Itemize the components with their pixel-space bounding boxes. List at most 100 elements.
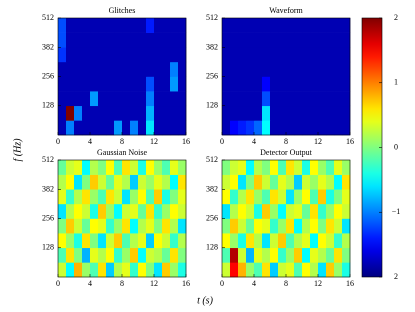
heatmap-cell bbox=[130, 76, 139, 92]
heatmap-cell bbox=[114, 32, 123, 48]
heatmap-cell bbox=[302, 105, 311, 121]
heatmap-cell bbox=[66, 189, 75, 205]
heatmap-cell bbox=[106, 105, 115, 121]
heatmap-cell bbox=[98, 189, 107, 205]
heatmap-cell bbox=[246, 18, 255, 33]
heatmap-cell bbox=[162, 160, 171, 175]
heatmap-cell bbox=[66, 120, 75, 136]
heatmap-cell bbox=[162, 32, 171, 48]
heatmap-cell bbox=[90, 120, 99, 136]
heatmap-cell bbox=[318, 160, 327, 175]
heatmap-cell bbox=[82, 18, 91, 33]
heatmap-cell bbox=[74, 18, 83, 33]
heatmap-cell bbox=[146, 120, 155, 136]
heatmap-cell bbox=[318, 47, 327, 63]
heatmap-cell bbox=[58, 91, 67, 107]
heatmap-cell bbox=[90, 47, 99, 63]
heatmap-cell bbox=[66, 247, 75, 263]
heatmap-cell bbox=[138, 61, 147, 77]
heatmap-cell bbox=[122, 203, 131, 219]
heatmap-cell bbox=[230, 262, 239, 278]
heatmap-cell bbox=[286, 233, 295, 249]
heatmap-cell bbox=[310, 233, 319, 249]
heatmap-cell bbox=[130, 189, 139, 205]
heatmap-cell bbox=[106, 120, 115, 136]
heatmap-cell bbox=[138, 174, 147, 190]
heatmap-cell bbox=[122, 47, 131, 63]
heatmap-cell bbox=[66, 61, 75, 77]
heatmap-cell bbox=[254, 61, 263, 77]
heatmap-cell bbox=[154, 18, 163, 33]
heatmap-cell bbox=[262, 160, 271, 175]
heatmap-cell bbox=[130, 32, 139, 48]
heatmap-cell bbox=[286, 18, 295, 33]
heatmap-cell bbox=[130, 47, 139, 63]
heatmap-cell bbox=[278, 105, 287, 121]
heatmap-cell bbox=[130, 120, 139, 136]
heatmap-cell bbox=[294, 18, 303, 33]
heatmap-cell bbox=[82, 262, 91, 278]
x-tick-label: 0 bbox=[220, 137, 224, 146]
heatmap-cell bbox=[170, 218, 179, 234]
heatmap-cell bbox=[262, 262, 271, 278]
heatmap-cell bbox=[318, 32, 327, 48]
heatmap-cell bbox=[106, 247, 115, 263]
heatmap-cell bbox=[146, 189, 155, 205]
heatmap-cell bbox=[238, 233, 247, 249]
heatmap-cell bbox=[270, 91, 279, 107]
heatmap-cell bbox=[254, 105, 263, 121]
heatmap-cell bbox=[334, 18, 343, 33]
x-tick-label: 12 bbox=[314, 137, 322, 146]
heatmap-cell bbox=[222, 120, 231, 136]
y-tick-label: 382 bbox=[206, 185, 218, 194]
heatmap-cell bbox=[58, 120, 67, 136]
heatmap-cell bbox=[82, 91, 91, 107]
heatmap-cell bbox=[162, 91, 171, 107]
heatmap-cell bbox=[334, 262, 343, 278]
heatmap-cell bbox=[334, 47, 343, 63]
heatmap-cell bbox=[262, 120, 271, 136]
heatmap-cell bbox=[162, 233, 171, 249]
colorbar-tick-label: −1 bbox=[392, 207, 401, 216]
heatmap-cell bbox=[138, 160, 147, 175]
x-tick-label: 8 bbox=[284, 137, 288, 146]
heatmap-cell bbox=[302, 61, 311, 77]
heatmap-cell bbox=[138, 91, 147, 107]
heatmap-cell bbox=[342, 233, 351, 249]
heatmap-cell bbox=[262, 174, 271, 190]
x-tick-label: 12 bbox=[314, 279, 322, 288]
heatmap-cell bbox=[286, 174, 295, 190]
heatmap-cell bbox=[318, 105, 327, 121]
heatmap-cell bbox=[222, 91, 231, 107]
heatmap-cell bbox=[162, 262, 171, 278]
heatmap-cell bbox=[58, 233, 67, 249]
heatmap-cell bbox=[270, 233, 279, 249]
heatmap-cell bbox=[114, 174, 123, 190]
heatmap-cell bbox=[106, 18, 115, 33]
heatmap-cell bbox=[310, 160, 319, 175]
x-tick-label: 0 bbox=[56, 279, 60, 288]
heatmap-cell bbox=[238, 120, 247, 136]
heatmap-cell bbox=[230, 61, 239, 77]
heatmap-cell bbox=[114, 47, 123, 63]
x-tick-label: 12 bbox=[150, 279, 158, 288]
heatmap-cell bbox=[138, 76, 147, 92]
heatmap-cell bbox=[270, 76, 279, 92]
heatmap-cell bbox=[310, 203, 319, 219]
heatmap-cell bbox=[278, 120, 287, 136]
heatmap-cell bbox=[246, 233, 255, 249]
heatmap-cell bbox=[334, 61, 343, 77]
heatmap-cell bbox=[122, 218, 131, 234]
heatmap-cell bbox=[122, 262, 131, 278]
heatmap-cell bbox=[106, 32, 115, 48]
y-tick-label: 512 bbox=[206, 13, 218, 22]
heatmap-cell bbox=[178, 120, 187, 136]
heatmap-cell bbox=[294, 189, 303, 205]
heatmap-cell bbox=[98, 233, 107, 249]
heatmap-cell bbox=[326, 189, 335, 205]
heatmap-cell bbox=[58, 262, 67, 278]
heatmap-cell bbox=[278, 203, 287, 219]
heatmap-cell bbox=[230, 174, 239, 190]
heatmap-cell bbox=[122, 18, 131, 33]
heatmap-cell bbox=[318, 233, 327, 249]
